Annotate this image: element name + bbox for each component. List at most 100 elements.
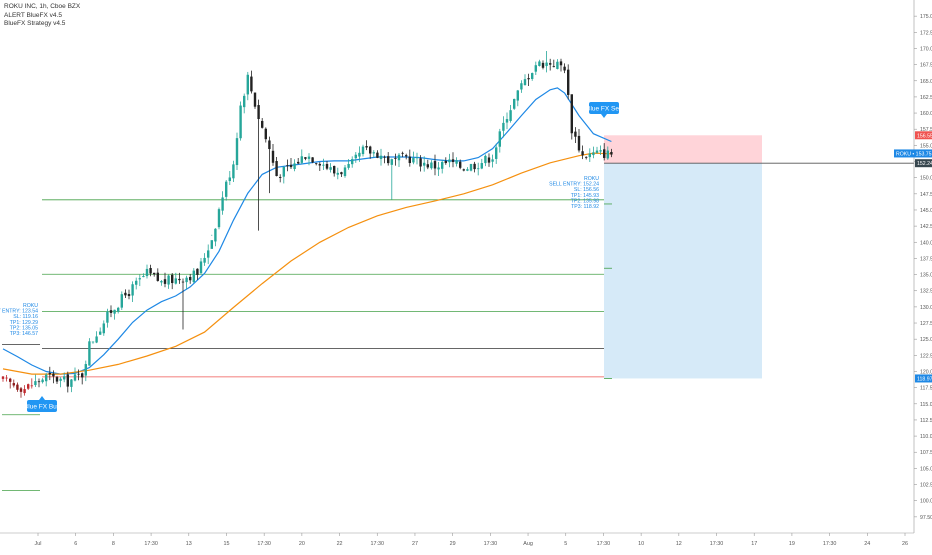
candle[interactable] (271, 144, 275, 166)
candle[interactable] (279, 174, 282, 183)
candle[interactable] (567, 64, 570, 100)
candle[interactable] (12, 379, 15, 388)
candle[interactable] (304, 157, 307, 161)
candle[interactable] (495, 143, 498, 164)
candle[interactable] (59, 377, 62, 388)
candle[interactable] (73, 367, 77, 382)
candle[interactable] (491, 154, 494, 168)
candle[interactable] (379, 148, 383, 166)
candle[interactable] (84, 360, 87, 382)
candle[interactable] (466, 167, 469, 172)
candle[interactable] (196, 268, 199, 280)
candle[interactable] (333, 165, 336, 177)
candle[interactable] (343, 164, 347, 178)
candle[interactable] (577, 128, 581, 153)
indicator-alert-label[interactable]: ALERT BlueFX v4.5 (4, 11, 62, 19)
candle[interactable] (23, 385, 26, 396)
candle[interactable] (163, 272, 167, 288)
candle[interactable] (257, 99, 260, 231)
candle[interactable] (246, 71, 249, 101)
indicator-strategy-label[interactable]: BlueFX Strategy v4.5 (4, 20, 66, 27)
candle[interactable] (516, 89, 519, 107)
candle[interactable] (250, 70, 253, 94)
candle[interactable] (77, 369, 80, 381)
candle[interactable] (27, 383, 30, 390)
candle[interactable] (30, 378, 33, 389)
candle[interactable] (426, 159, 429, 170)
candle[interactable] (48, 366, 51, 381)
candle[interactable] (289, 157, 293, 169)
buy-signal-label[interactable]: Blue FX Buy (24, 396, 61, 412)
candle[interactable] (192, 268, 195, 284)
candle[interactable] (473, 161, 476, 173)
candle[interactable] (261, 118, 264, 129)
entry-price-tag[interactable]: 152.24 (915, 159, 932, 168)
candle[interactable] (509, 104, 512, 123)
candle[interactable] (221, 191, 224, 215)
candle[interactable] (498, 128, 501, 153)
candle[interactable] (588, 148, 591, 162)
time-axis[interactable]: Jul 6 8 17:30 13 15 17:30 20 22 17:30 27 29 17:30 Aug… (0, 532, 914, 547)
candle[interactable] (441, 159, 444, 174)
candle[interactable] (340, 171, 343, 178)
candle[interactable] (297, 157, 300, 165)
candle[interactable] (599, 145, 602, 156)
candle[interactable] (156, 268, 159, 282)
candle[interactable] (109, 305, 113, 318)
candle[interactable] (131, 281, 134, 303)
candle[interactable] (581, 145, 584, 160)
candle[interactable] (145, 264, 149, 279)
candle[interactable] (55, 375, 59, 385)
candle[interactable] (448, 153, 451, 168)
candle[interactable] (552, 59, 555, 68)
candle[interactable] (527, 73, 530, 87)
candle[interactable] (225, 180, 228, 201)
candle[interactable] (451, 152, 455, 168)
candle[interactable] (430, 160, 433, 170)
candle[interactable] (556, 59, 559, 70)
candle[interactable] (99, 327, 102, 335)
candle[interactable] (325, 161, 329, 171)
candle[interactable] (124, 289, 127, 298)
candle[interactable] (376, 150, 379, 159)
candle[interactable] (369, 145, 372, 159)
candle[interactable] (570, 94, 573, 140)
candle[interactable] (315, 162, 318, 166)
candle[interactable] (469, 163, 473, 172)
candle[interactable] (394, 153, 397, 166)
candle[interactable] (41, 378, 44, 384)
candle[interactable] (91, 341, 95, 344)
candle[interactable] (318, 162, 321, 171)
candle[interactable] (603, 143, 606, 161)
candle[interactable] (189, 274, 192, 284)
candle[interactable] (365, 140, 368, 151)
candle[interactable] (610, 148, 613, 158)
candle[interactable] (167, 274, 170, 289)
candle[interactable] (268, 136, 271, 194)
candle[interactable] (181, 278, 185, 330)
candle[interactable] (502, 116, 505, 138)
candle[interactable] (239, 101, 242, 141)
candle[interactable] (138, 274, 141, 287)
candle[interactable] (595, 146, 599, 154)
candle[interactable] (405, 153, 408, 160)
candle[interactable] (534, 61, 537, 75)
candle[interactable] (606, 146, 609, 160)
candle[interactable] (102, 320, 105, 336)
candle[interactable] (545, 51, 548, 73)
candle[interactable] (477, 162, 480, 176)
candle[interactable] (574, 127, 577, 143)
candle[interactable] (484, 154, 487, 167)
candle[interactable] (505, 112, 509, 130)
candle[interactable] (232, 160, 235, 182)
candle[interactable] (235, 132, 239, 170)
candle[interactable] (487, 153, 491, 167)
candle[interactable] (210, 234, 213, 249)
candle[interactable] (311, 157, 314, 164)
candle[interactable] (513, 98, 516, 110)
candle[interactable] (286, 159, 289, 172)
candle[interactable] (387, 152, 390, 166)
candle[interactable] (214, 228, 217, 247)
candle[interactable] (37, 378, 41, 388)
